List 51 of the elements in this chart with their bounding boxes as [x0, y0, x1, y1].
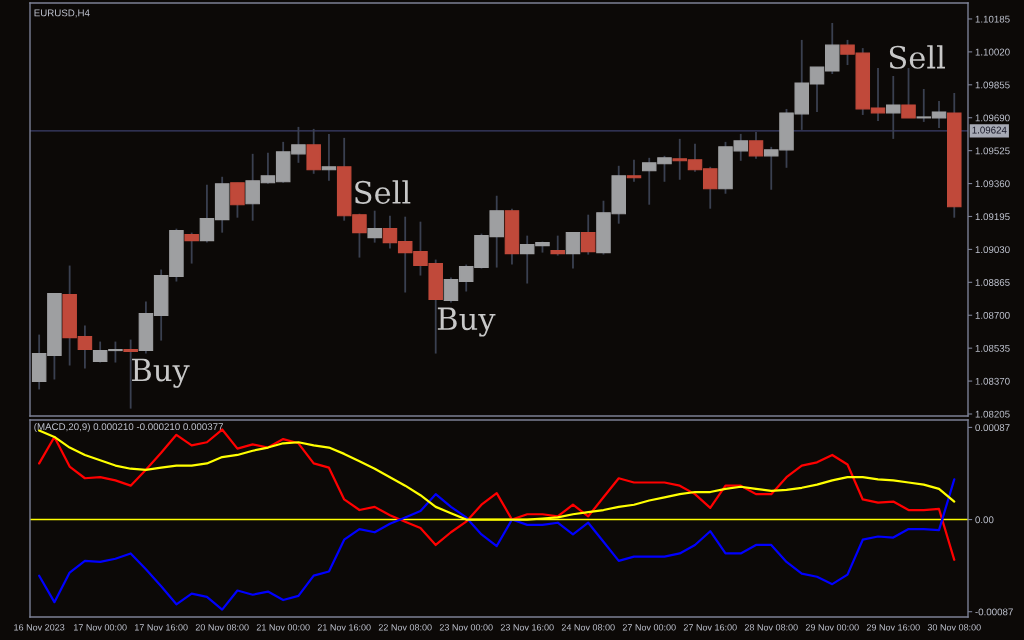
x-tick-label: 28 Nov 08:00	[744, 624, 798, 631]
y-tick-label: 1.08700	[975, 311, 1010, 319]
annotation: Sell	[355, 180, 411, 204]
y-tick-label: 1.10020	[975, 48, 1010, 56]
candlestick	[626, 158, 642, 183]
y-tick-label: 1.09360	[975, 180, 1010, 188]
candlestick	[184, 231, 199, 265]
candlestick	[901, 67, 916, 119]
y-tick-label: 1.08535	[975, 344, 1010, 352]
y-tick-label: 1.09855	[975, 81, 1010, 89]
candlestick	[580, 213, 596, 256]
candlestick	[885, 75, 901, 140]
x-tick-label: 23 Nov 16:00	[500, 624, 554, 631]
y-tick-label: 1.09195	[975, 213, 1010, 221]
y-tick-label: 0.00087	[975, 424, 1010, 432]
y-tick-label: 1.09690	[975, 114, 1010, 122]
candlestick	[550, 234, 565, 257]
x-tick-label: 20 Nov 08:00	[195, 624, 249, 631]
x-tick-label: 24 Nov 08:00	[561, 624, 615, 631]
x-tick-label: 16 Nov 2023	[14, 624, 65, 631]
y-tick-label: 1.08205	[975, 410, 1010, 418]
x-tick-label: 23 Nov 00:00	[439, 624, 493, 631]
x-tick-label: 27 Nov 16:00	[683, 624, 737, 631]
candlestick	[321, 132, 337, 182]
x-tick-label: 21 Nov 16:00	[317, 624, 371, 631]
text: EURUSD,H4	[34, 9, 90, 18]
line-series	[38, 478, 956, 611]
y-tick-label: 1.08865	[975, 279, 1010, 286]
y-tick-label: 1.10185	[975, 15, 1010, 23]
y-tick-label: -0.00087	[975, 608, 1013, 616]
x-tick-label: 27 Nov 00:00	[622, 624, 676, 631]
x-tick-label: 21 Nov 00:00	[256, 624, 310, 631]
candlestick	[230, 181, 245, 219]
y-tick-label: 1.09525	[975, 147, 1010, 155]
candlestick	[367, 209, 382, 244]
chart-title: (MACD,20,9) 0.000210 -0.000210 0.000377	[34, 422, 223, 433]
candlestick	[565, 231, 581, 270]
annotation: Buy	[437, 307, 496, 337]
x-tick-label: 29 Nov 00:00	[805, 624, 859, 631]
y-tick-label: 0.00	[975, 516, 994, 524]
annotation: Sell	[889, 45, 945, 69]
candlestick	[748, 130, 764, 160]
ref-line-label: 1.09624	[972, 126, 1007, 134]
x-tick-label: 29 Nov 16:00	[866, 624, 920, 631]
x-tick-label: 17 Nov 00:00	[74, 624, 127, 631]
x-tick-label: 22 Nov 08:00	[378, 624, 432, 631]
x-tick-label: 17 Nov 16:00	[135, 624, 188, 631]
y-tick-label: 1.09030	[975, 246, 1010, 254]
y-tick-label: 1.08370	[975, 377, 1010, 385]
annotation: Buy	[132, 358, 190, 388]
x-tick-label: 30 Nov 08:00	[927, 624, 981, 631]
